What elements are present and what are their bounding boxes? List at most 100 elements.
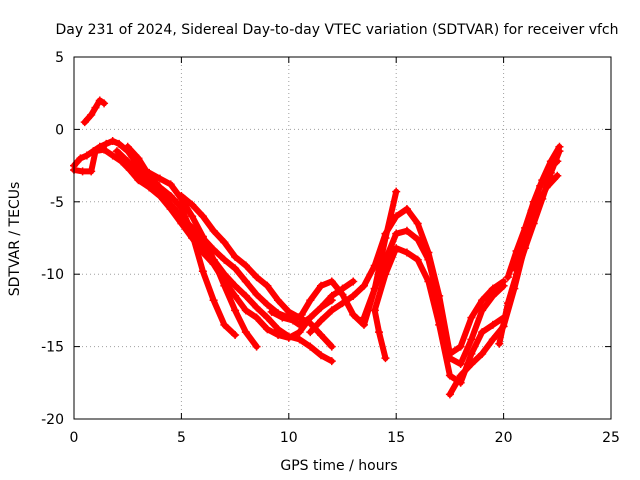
data-point — [317, 303, 326, 312]
data-point — [327, 277, 336, 286]
data-point — [518, 234, 527, 242]
data-point — [349, 310, 358, 319]
data-point — [529, 219, 538, 228]
data-point — [297, 310, 306, 319]
data-point — [115, 139, 124, 148]
plot-frame — [73, 56, 612, 420]
data-point — [370, 284, 379, 293]
data-point — [220, 255, 229, 264]
data-point — [435, 320, 444, 329]
data-point — [456, 359, 465, 368]
data-point — [467, 313, 476, 322]
y-tick-label: -10 — [41, 267, 64, 283]
x-tick-label: 15 — [387, 430, 405, 446]
data-point — [198, 267, 207, 276]
data-point — [359, 281, 368, 290]
data-point — [370, 306, 379, 315]
data-point — [108, 136, 117, 145]
data-point — [327, 306, 336, 315]
x-tick-label: 5 — [177, 430, 186, 446]
data-point — [392, 229, 401, 238]
series-sat-p — [370, 306, 390, 363]
data-point — [538, 194, 547, 203]
data-point — [488, 291, 497, 300]
data-point — [413, 219, 422, 228]
data-point — [445, 371, 454, 380]
data-point — [295, 328, 304, 337]
data-point — [503, 299, 512, 308]
data-point — [91, 103, 100, 112]
chart-title: Day 231 of 2024, Sidereal Day-to-day VTE… — [55, 22, 618, 38]
y-axis-label: SDTVAR / TECUs — [7, 182, 23, 297]
data-point — [80, 118, 89, 127]
data-point — [274, 325, 283, 334]
data-point — [478, 328, 487, 337]
data-point — [327, 296, 336, 305]
data-point — [381, 270, 390, 279]
data-point — [263, 325, 272, 334]
data-point — [263, 313, 272, 322]
series-sat-f — [177, 192, 336, 351]
data-point — [198, 212, 207, 221]
series-line — [361, 227, 507, 367]
data-point — [155, 174, 164, 183]
data-point — [499, 281, 508, 290]
data-point — [134, 154, 143, 163]
data-point — [306, 319, 315, 328]
data-point — [488, 320, 497, 329]
data-point — [306, 296, 315, 305]
data-point — [231, 281, 240, 290]
data-point — [478, 349, 487, 358]
data-point — [370, 261, 379, 270]
data-point — [267, 307, 276, 316]
data-point — [456, 342, 465, 351]
data-point — [359, 313, 368, 322]
data-point — [349, 277, 358, 286]
data-point — [231, 306, 240, 315]
data-point — [209, 296, 218, 305]
data-point — [95, 96, 104, 105]
data-point — [413, 235, 422, 244]
y-tick-label: -5 — [50, 195, 64, 211]
data-point — [134, 176, 143, 185]
data-point — [512, 270, 521, 279]
series-sat-d — [123, 142, 240, 340]
series-sat-k — [370, 244, 508, 387]
data-point — [91, 147, 100, 156]
data-point — [220, 320, 229, 329]
data-point — [241, 277, 250, 286]
data-point — [87, 167, 96, 176]
data-point — [123, 142, 132, 151]
data-point — [478, 306, 487, 315]
series-sat-o — [510, 157, 562, 273]
y-tick-label: 5 — [55, 50, 64, 66]
data-point — [87, 110, 96, 119]
data-point — [338, 299, 347, 308]
series-sat-i — [306, 205, 508, 358]
data-point — [338, 290, 347, 299]
data-point — [252, 303, 261, 312]
data-point — [555, 142, 564, 151]
data-point — [510, 264, 519, 273]
data-point — [467, 359, 476, 368]
series-line — [371, 307, 389, 362]
data-point — [134, 168, 143, 177]
x-axis-label: GPS time / hours — [280, 458, 397, 474]
data-point — [188, 200, 197, 209]
data-point — [209, 226, 218, 235]
data-point — [278, 313, 287, 322]
data-point — [467, 335, 476, 344]
data-point — [478, 296, 487, 305]
data-point — [295, 335, 304, 344]
data-point — [467, 349, 476, 358]
data-point — [231, 252, 240, 261]
data-point — [177, 192, 186, 201]
series-line — [496, 148, 563, 347]
x-tick-label: 10 — [280, 430, 298, 446]
y-tick-label: -15 — [41, 340, 64, 356]
data-point — [527, 206, 536, 215]
data-point — [327, 342, 336, 351]
data-point — [252, 290, 261, 299]
data-point — [155, 183, 164, 192]
